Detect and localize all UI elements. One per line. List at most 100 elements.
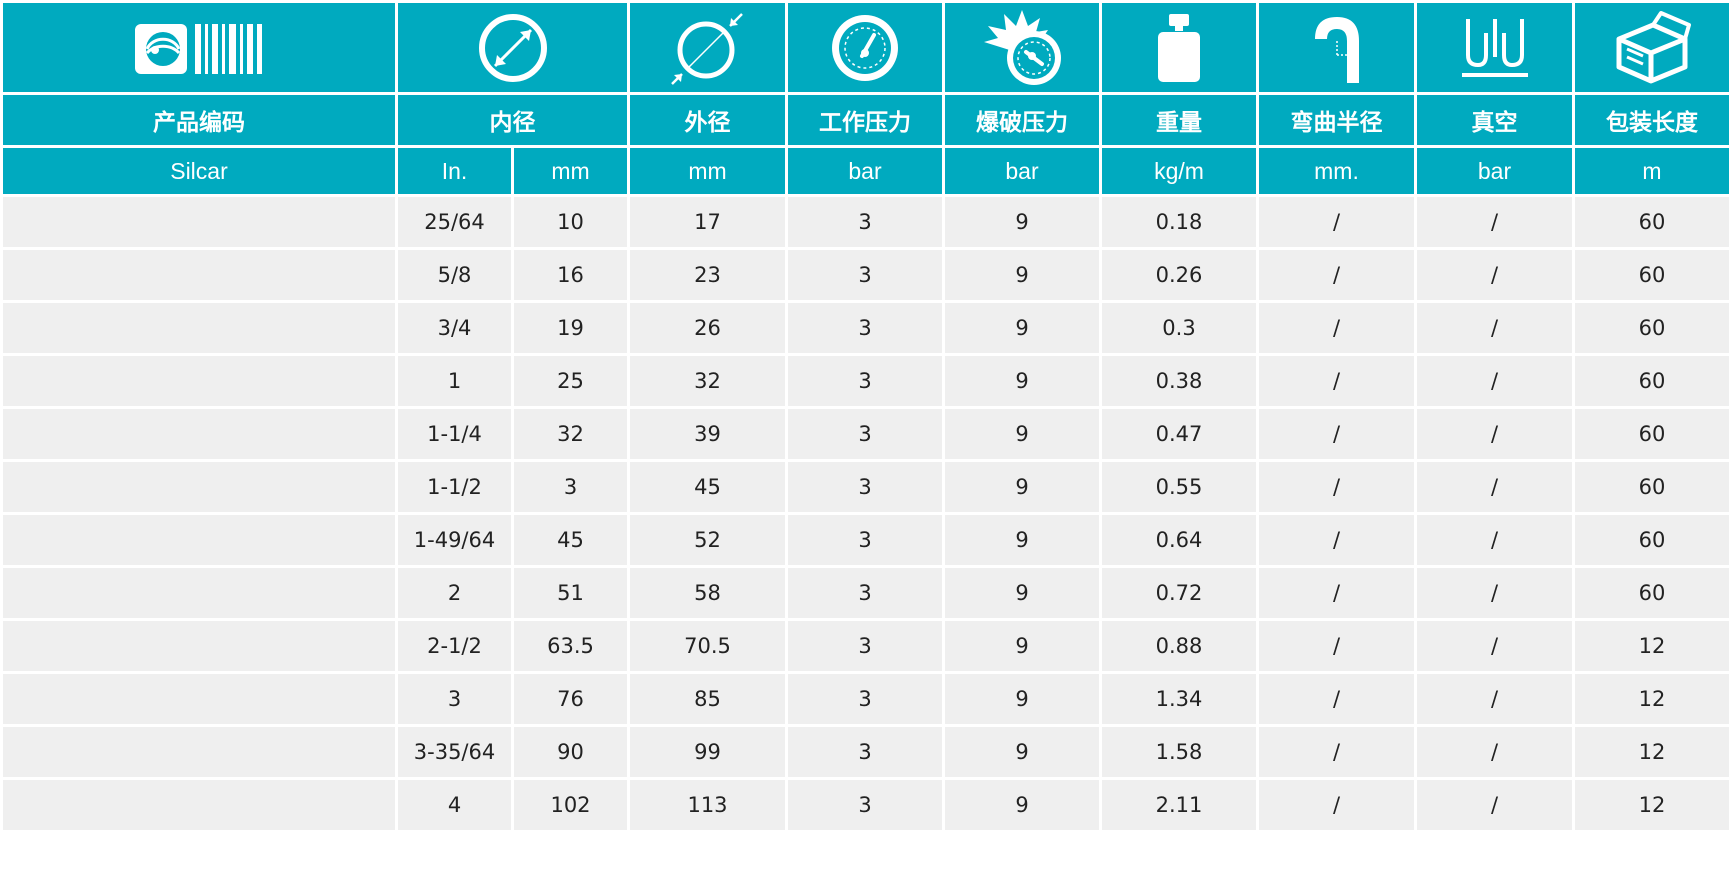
- cell-code: [0, 618, 398, 674]
- cell-code: [0, 777, 398, 833]
- burst-pressure-icon-cell: [942, 0, 1102, 95]
- header-burst-pressure: 爆破压力: [942, 92, 1102, 148]
- cell-weight: 0.64: [1099, 512, 1259, 568]
- cell-package-length: 60: [1572, 300, 1729, 356]
- cell-working-pressure: 3: [785, 777, 945, 833]
- table-row: 1 25 32 3 9 0.38//60: [0, 353, 1729, 409]
- cell-package-length: 60: [1572, 512, 1729, 568]
- cell-weight: 1.58: [1099, 724, 1259, 780]
- cell-inner-in: 3-35/64: [395, 724, 514, 780]
- table-row: 3/4 19 26 3 9 0.3//60: [0, 300, 1729, 356]
- cell-inner-mm: 63.5: [511, 618, 630, 674]
- cell-code: [0, 671, 398, 727]
- table-row: 1-1/4 32 39 3 9 0.47//60: [0, 406, 1729, 462]
- icon-row: [0, 0, 1729, 95]
- cell-bend-radius: /: [1256, 512, 1417, 568]
- cell-burst-pressure: 9: [942, 247, 1102, 303]
- vacuum-icon-cell: [1414, 0, 1575, 95]
- package-box-icon: [1616, 10, 1691, 83]
- cell-working-pressure: 3: [785, 565, 945, 621]
- brand-logo-icon: [135, 23, 262, 74]
- cell-bend-radius: /: [1256, 406, 1417, 462]
- cell-burst-pressure: 9: [942, 459, 1102, 515]
- cell-package-length: 60: [1572, 247, 1729, 303]
- cell-inner-in: 3: [395, 671, 514, 727]
- cell-inner-mm: 51: [511, 565, 630, 621]
- cell-bend-radius: /: [1256, 565, 1417, 621]
- unit-inner-in: In.: [395, 145, 514, 197]
- header-bend-radius: 弯曲半径: [1256, 92, 1417, 148]
- inner-diameter-icon: [478, 13, 547, 82]
- table-row: 25/64 10 17 3 9 0.18//60: [0, 194, 1729, 250]
- cell-vacuum: /: [1414, 406, 1575, 462]
- cell-working-pressure: 3: [785, 194, 945, 250]
- cell-inner-in: 4: [395, 777, 514, 833]
- cell-vacuum: /: [1414, 459, 1575, 515]
- cell-working-pressure: 3: [785, 512, 945, 568]
- spec-table: 产品编码 内径 外径 工作压力 爆破压力 重量 弯曲半径 真空 包装长度 Sil…: [0, 0, 1729, 833]
- cell-vacuum: /: [1414, 194, 1575, 250]
- cell-outer-mm: 26: [627, 300, 788, 356]
- cell-weight: 0.18: [1099, 194, 1259, 250]
- unit-row: Silcar In. mm mm bar bar kg/m mm. bar m: [0, 145, 1729, 197]
- unit-bend-mm: mm.: [1256, 145, 1417, 197]
- cell-bend-radius: /: [1256, 724, 1417, 780]
- cell-vacuum: /: [1414, 565, 1575, 621]
- cell-burst-pressure: 9: [942, 194, 1102, 250]
- header-inner-diameter: 内径: [395, 92, 630, 148]
- unit-burst-bar: bar: [942, 145, 1102, 197]
- cell-vacuum: /: [1414, 618, 1575, 674]
- cell-inner-in: 2: [395, 565, 514, 621]
- package-icon-cell: [1572, 0, 1729, 95]
- weight-icon: [1158, 13, 1200, 82]
- cell-working-pressure: 3: [785, 618, 945, 674]
- cell-bend-radius: /: [1256, 777, 1417, 833]
- cell-working-pressure: 3: [785, 724, 945, 780]
- cell-weight: 0.47: [1099, 406, 1259, 462]
- cell-burst-pressure: 9: [942, 512, 1102, 568]
- cell-working-pressure: 3: [785, 671, 945, 727]
- brand-logo-cell: [0, 0, 398, 95]
- table-row: 2 51 58 3 9 0.72//60: [0, 565, 1729, 621]
- cell-bend-radius: /: [1256, 300, 1417, 356]
- cell-bend-radius: /: [1256, 353, 1417, 409]
- table-row: 3-35/64 90 99 3 9 1.58//12: [0, 724, 1729, 780]
- vacuum-icon: [1461, 18, 1528, 77]
- cell-code: [0, 512, 398, 568]
- cell-outer-mm: 52: [627, 512, 788, 568]
- table-row: 2-1/2 63.5 70.5 3 9 0.88//12: [0, 618, 1729, 674]
- cell-inner-mm: 90: [511, 724, 630, 780]
- working-pressure-gauge-icon: [832, 14, 898, 81]
- cell-outer-mm: 113: [627, 777, 788, 833]
- outer-diameter-icon-cell: [627, 0, 788, 95]
- cell-weight: 2.11: [1099, 777, 1259, 833]
- cell-inner-mm: 32: [511, 406, 630, 462]
- cell-inner-mm: 102: [511, 777, 630, 833]
- cell-bend-radius: /: [1256, 194, 1417, 250]
- cell-outer-mm: 58: [627, 565, 788, 621]
- cell-burst-pressure: 9: [942, 777, 1102, 833]
- table-row: 3 76 85 3 9 1.34//12: [0, 671, 1729, 727]
- cell-burst-pressure: 9: [942, 353, 1102, 409]
- cell-weight: 0.88: [1099, 618, 1259, 674]
- cell-code: [0, 459, 398, 515]
- header-name-row: 产品编码 内径 外径 工作压力 爆破压力 重量 弯曲半径 真空 包装长度: [0, 92, 1729, 148]
- working-pressure-icon-cell: [785, 0, 945, 95]
- cell-package-length: 60: [1572, 406, 1729, 462]
- cell-package-length: 60: [1572, 459, 1729, 515]
- cell-package-length: 12: [1572, 724, 1729, 780]
- table-row: 1-49/64 45 52 3 9 0.64//60: [0, 512, 1729, 568]
- cell-code: [0, 247, 398, 303]
- cell-working-pressure: 3: [785, 406, 945, 462]
- cell-outer-mm: 23: [627, 247, 788, 303]
- cell-weight: 0.26: [1099, 247, 1259, 303]
- cell-burst-pressure: 9: [942, 300, 1102, 356]
- cell-burst-pressure: 9: [942, 671, 1102, 727]
- cell-inner-mm: 19: [511, 300, 630, 356]
- cell-inner-mm: 45: [511, 512, 630, 568]
- cell-bend-radius: /: [1256, 459, 1417, 515]
- cell-inner-in: 1: [395, 353, 514, 409]
- bend-radius-icon: [1314, 16, 1359, 83]
- cell-working-pressure: 3: [785, 247, 945, 303]
- cell-burst-pressure: 9: [942, 618, 1102, 674]
